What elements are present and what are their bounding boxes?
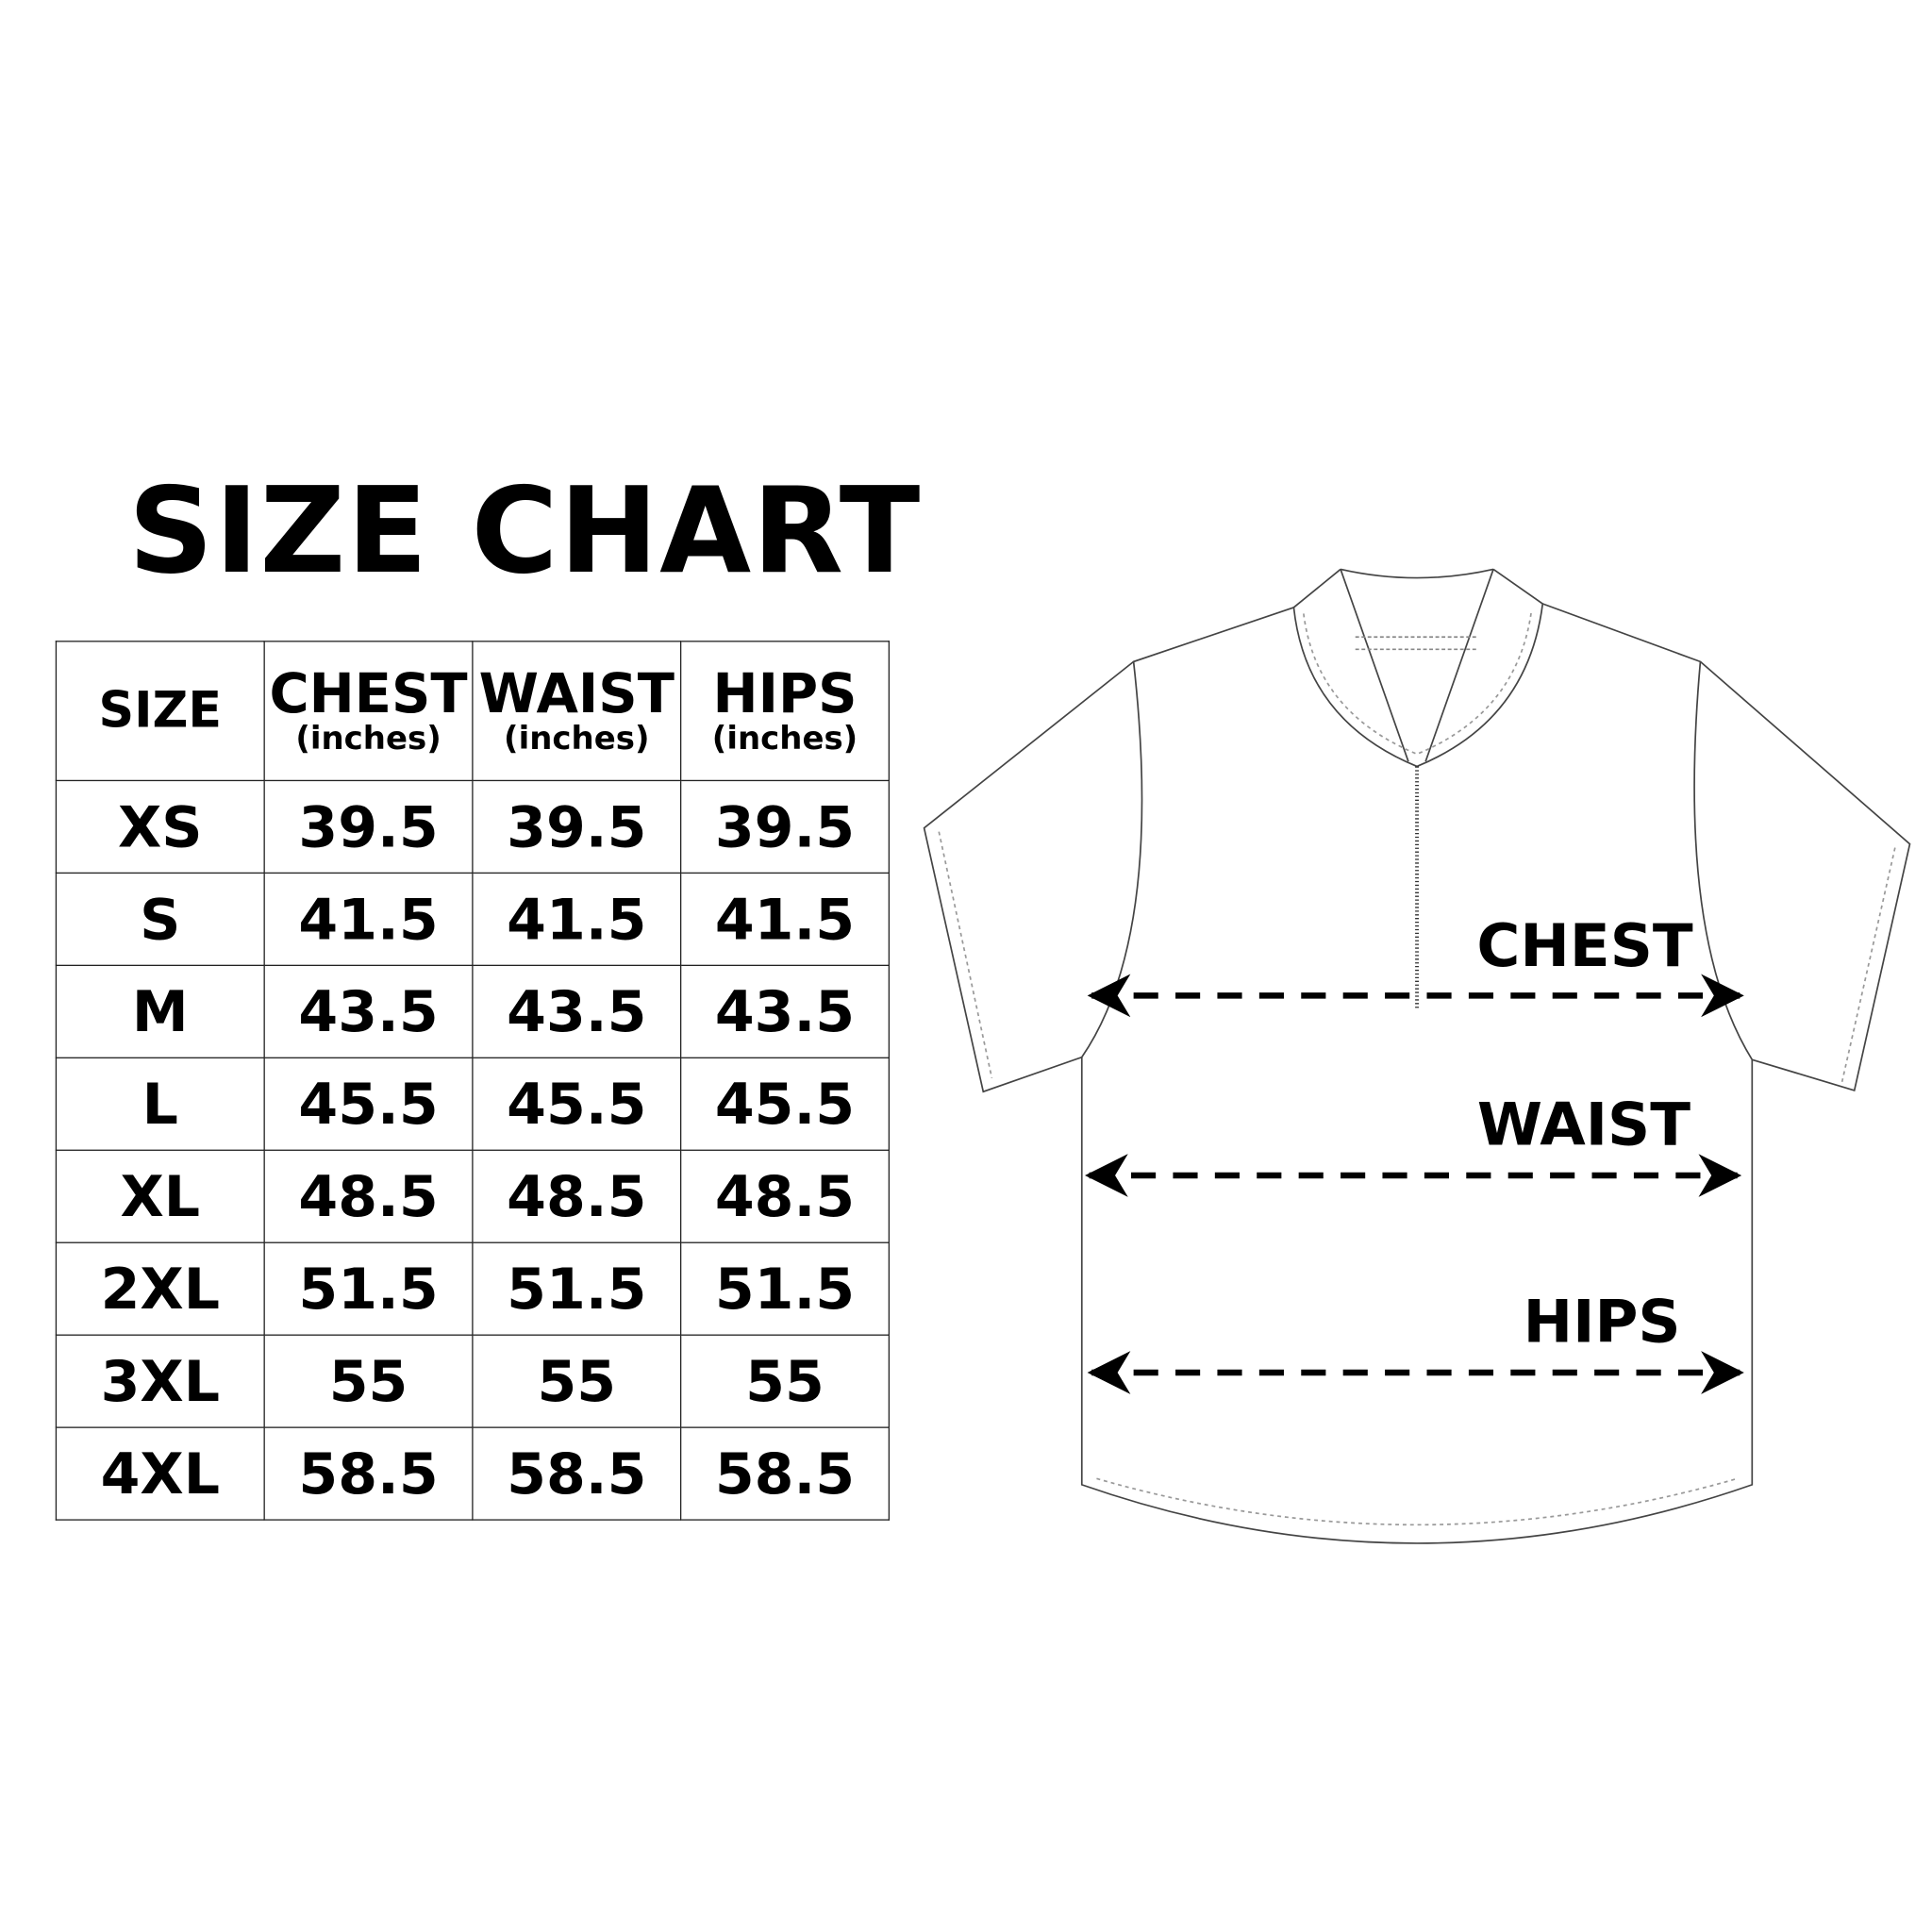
size-cell: S [55,872,265,966]
measurement-cell: 55 [472,1334,682,1428]
measurement-cell: 58.5 [263,1426,474,1521]
measurement-cell: 41.5 [679,872,891,966]
table-row: 2XL 51.5 51.5 51.5 [55,1241,891,1336]
header-label: WAIST [478,662,675,726]
measurement-cell: 43.5 [679,964,891,1058]
measurement-cell: 58.5 [679,1426,891,1521]
size-cell: 4XL [55,1426,265,1521]
size-cell: XS [55,779,265,874]
measurement-cell: 51.5 [679,1241,891,1336]
table-header-row: SIZE CHEST (inches) WAIST (inches) HIPS (in… [55,641,891,782]
measurement-cell: 39.5 [679,779,891,874]
table-row: L 45.5 45.5 45.5 [55,1057,891,1151]
table-row: S 41.5 41.5 41.5 [55,872,891,966]
size-cell: L [55,1057,265,1151]
header-unit: (inches) [504,721,650,758]
measurement-cell: 48.5 [679,1149,891,1243]
page-title: SIZE CHART [127,461,922,601]
measurement-cell: 45.5 [472,1057,682,1151]
header-label: CHEST [269,662,468,726]
size-cell: M [55,964,265,1058]
size-table: SIZE CHEST (inches) WAIST (inches) HIPS (in… [55,641,891,1521]
table-row: 3XL 55 55 55 [55,1334,891,1428]
measurement-cell: 45.5 [679,1057,891,1151]
measurement-cell: 55 [263,1334,474,1428]
header-hips: HIPS (inches) [679,641,891,782]
measurement-cell: 41.5 [472,872,682,966]
measurement-cell: 41.5 [263,872,474,966]
measurement-cell: 39.5 [263,779,474,874]
chest-label: CHEST [1476,911,1692,980]
measurement-cell: 43.5 [472,964,682,1058]
measurement-cell: 51.5 [263,1241,474,1336]
header-waist: WAIST (inches) [472,641,682,782]
table-row: XL 48.5 48.5 48.5 [55,1149,891,1243]
header-unit: (inches) [711,721,858,758]
header-label: HIPS [712,662,858,726]
measurement-arrows [1085,974,1744,1394]
measurement-cell: 48.5 [263,1149,474,1243]
table-row: XS 39.5 39.5 39.5 [55,779,891,874]
table-row: M 43.5 43.5 43.5 [55,964,891,1058]
measurement-cell: 55 [679,1334,891,1428]
measurement-cell: 43.5 [263,964,474,1058]
measurement-cell: 39.5 [472,779,682,874]
measurement-cell: 51.5 [472,1241,682,1336]
size-cell: 3XL [55,1334,265,1428]
measurement-cell: 45.5 [263,1057,474,1151]
header-label: SIZE [98,682,223,740]
table-row: 4XL 58.5 58.5 58.5 [55,1426,891,1521]
measurement-cell: 58.5 [472,1426,682,1521]
header-size: SIZE [55,641,265,782]
header-unit: (inches) [295,721,441,758]
size-cell: 2XL [55,1241,265,1336]
waist-label: WAIST [1477,1090,1690,1158]
size-cell: XL [55,1149,265,1243]
quarter-zip-shirt-icon [923,568,1911,1544]
hips-label: HIPS [1524,1287,1681,1356]
